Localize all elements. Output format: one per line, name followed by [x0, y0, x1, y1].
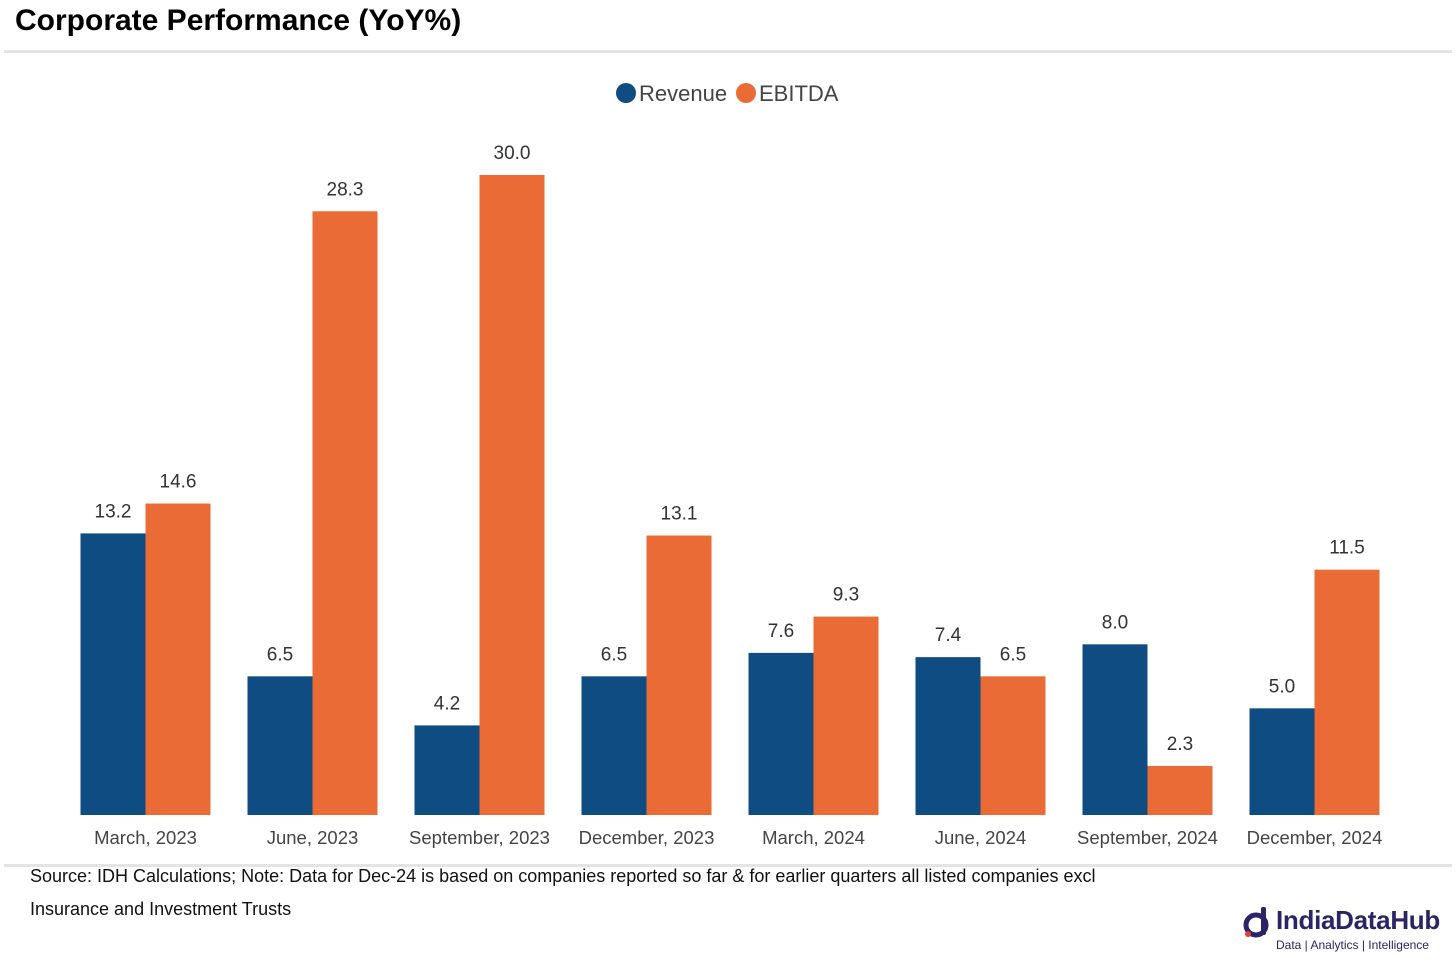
bar-ebitda-june-2023	[312, 211, 378, 815]
x-axis-tick-labels: March, 2023 June, 2023 September, 2023 Dece…	[94, 827, 1382, 848]
bar-ebitda-december-2024	[1314, 569, 1380, 815]
bar-revenue-december-2024	[1249, 708, 1315, 815]
data-label-ebitda-december-2024: 11.5	[1329, 538, 1365, 559]
bar-revenue-june-2023	[247, 676, 313, 815]
brand-logo: IndiaDataHub Data | Analytics | Intellig…	[1242, 905, 1452, 957]
data-label-revenue-september-2024: 8.0	[1102, 612, 1128, 633]
data-label-ebitda-march-2024: 9.3	[833, 585, 859, 606]
indiadatahub-logo-icon	[1243, 907, 1269, 938]
data-label-ebitda-june-2023: 28.3	[327, 179, 364, 200]
data-label-ebitda-march-2023: 14.6	[160, 472, 197, 493]
brand-tagline: Data | Analytics | Intelligence	[1276, 938, 1429, 952]
chart-data-labels: 13.2 14.6 6.5 28.3 4.2 30.0 6.5 13.1 7.6 9.3 7.4 6.…	[95, 143, 1365, 755]
source-note-line-1: Source: IDH Calculations; Note: Data for…	[30, 866, 1096, 886]
bar-ebitda-march-2024	[813, 616, 879, 815]
bar-ebitda-september-2023	[479, 175, 545, 815]
data-label-revenue-march-2023: 13.2	[95, 501, 132, 522]
data-label-ebitda-december-2023: 13.1	[661, 504, 698, 525]
x-tick-label-march-2023: March, 2023	[94, 827, 197, 848]
x-tick-label-march-2024: March, 2024	[762, 827, 865, 848]
data-label-revenue-december-2023: 6.5	[601, 644, 627, 665]
x-tick-label-december-2024: December, 2024	[1247, 827, 1383, 848]
chart-legend: Revenue EBITDA	[616, 81, 839, 106]
brand-name: IndiaDataHub	[1276, 905, 1440, 935]
x-tick-label-june-2024: June, 2024	[935, 827, 1027, 848]
legend-label-revenue: Revenue	[639, 81, 727, 106]
bar-revenue-march-2024	[748, 652, 814, 815]
bar-revenue-september-2023	[414, 725, 480, 815]
data-label-ebitda-june-2024: 6.5	[1000, 644, 1026, 665]
top-divider	[4, 50, 1452, 53]
data-label-revenue-december-2024: 5.0	[1269, 676, 1295, 697]
bottom-divider	[4, 864, 1452, 867]
x-tick-label-september-2023: September, 2023	[409, 827, 550, 848]
bar-revenue-september-2024	[1082, 644, 1148, 815]
bar-ebitda-december-2023	[646, 535, 712, 815]
bar-ebitda-september-2024	[1147, 765, 1213, 815]
data-label-ebitda-september-2023: 30.0	[494, 143, 531, 164]
bar-ebitda-june-2024	[980, 676, 1046, 815]
legend-marker-ebitda	[736, 83, 756, 103]
bar-revenue-december-2023	[581, 676, 647, 815]
source-note-line-2: Insurance and Investment Trusts	[30, 899, 292, 919]
legend-marker-revenue	[616, 83, 636, 103]
bar-revenue-march-2023	[80, 533, 146, 815]
x-tick-label-december-2023: December, 2023	[579, 827, 715, 848]
bar-revenue-june-2024	[915, 657, 981, 815]
x-tick-label-september-2024: September, 2024	[1077, 827, 1218, 848]
chart-bars	[80, 175, 1380, 815]
data-label-ebitda-september-2024: 2.3	[1167, 734, 1193, 755]
bar-chart: Revenue EBITDA 13.214.66.528.34.230.06.51…	[80, 81, 1382, 848]
page-title: Corporate Performance (YoY%)	[15, 4, 462, 37]
data-label-revenue-march-2024: 7.6	[768, 621, 794, 642]
data-label-revenue-june-2023: 6.5	[267, 644, 293, 665]
data-label-revenue-june-2024: 7.4	[935, 625, 962, 646]
bar-ebitda-march-2023	[145, 503, 211, 815]
legend-label-ebitda: EBITDA	[759, 81, 839, 106]
data-label-revenue-september-2023: 4.2	[434, 693, 460, 714]
x-tick-label-june-2023: June, 2023	[267, 827, 359, 848]
source-note: Source: IDH Calculations; Note: Data for…	[30, 860, 1200, 926]
